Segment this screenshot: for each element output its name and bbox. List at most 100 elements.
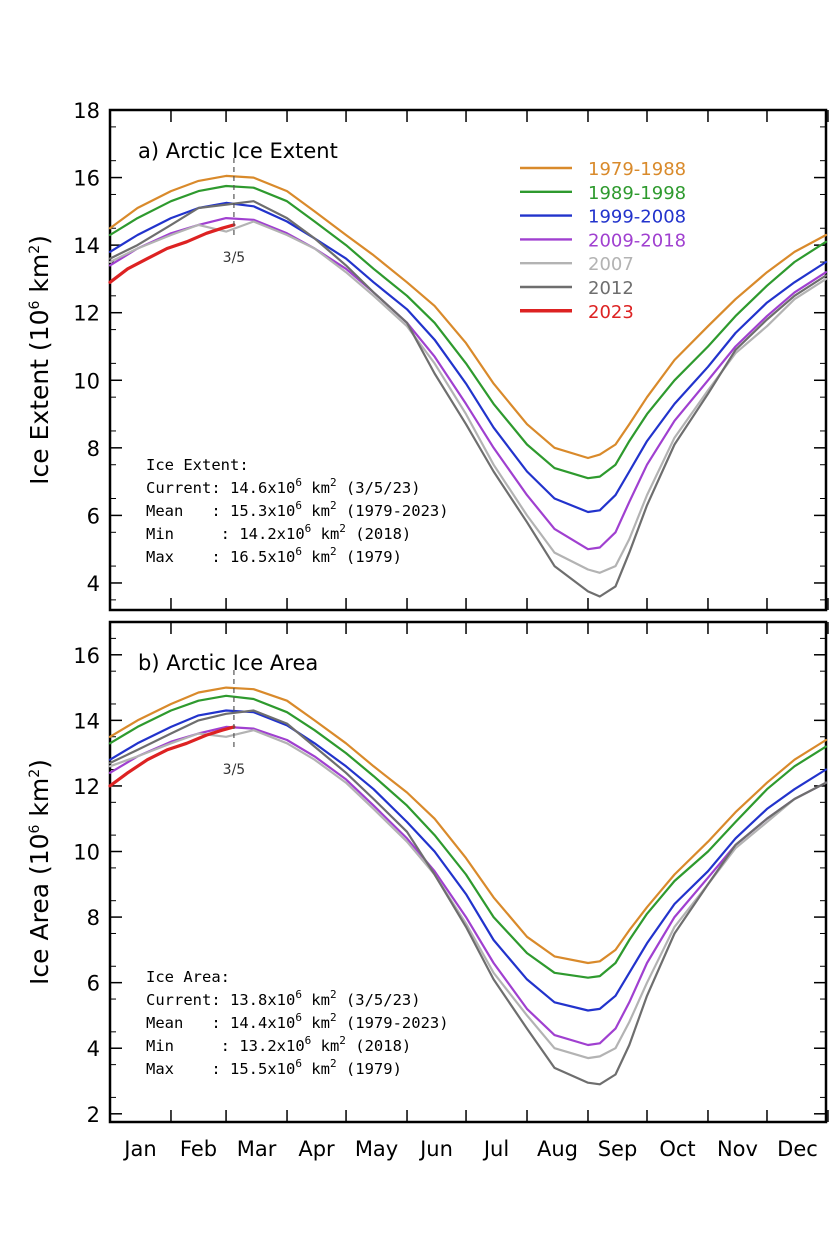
month-label-sep: Sep: [598, 1137, 638, 1161]
month-label-oct: Oct: [659, 1137, 695, 1161]
stats-value: 13.8x10: [230, 991, 295, 1009]
y-tick-label: 16: [73, 167, 100, 191]
stats-value: 13.2x10: [239, 1037, 304, 1055]
stats-exp: 6: [295, 1057, 302, 1070]
stats-note: (1979-2023): [337, 502, 449, 520]
stats-heading: Ice Extent:: [146, 456, 249, 474]
legend-label-1999-2008: 1999-2008: [588, 207, 686, 228]
legend-label-1989-1998: 1989-1998: [588, 183, 686, 204]
stats-label: Min :: [146, 525, 239, 543]
stats-exp: 6: [295, 499, 302, 512]
legend-label-2007: 2007: [588, 254, 634, 275]
stats-heading: Ice Area:: [146, 968, 230, 986]
month-label-may: May: [355, 1137, 398, 1161]
y-axis-label-extent: Ice Extent (106 km2): [25, 235, 54, 485]
stats-row: Max : 15.5x106 km2 (1979): [146, 1057, 402, 1078]
y-tick-label: 14: [73, 234, 100, 258]
series-line-2023-extent: [108, 223, 236, 284]
series-line-2023-area: [108, 725, 236, 788]
stats-row: Current: 13.8x106 km2 (3/5/23): [146, 988, 421, 1009]
stats-sq: 2: [330, 1057, 337, 1070]
legend-label-2009-2018: 2009-2018: [588, 230, 686, 251]
stats-note: (1979): [337, 548, 402, 566]
stats-sq: 2: [330, 476, 337, 489]
panel-title-extent: a) Arctic Ice Extent: [138, 139, 338, 163]
stats-label: Current:: [146, 479, 230, 497]
stats-note: (2018): [346, 525, 411, 543]
marker-label: 3/5: [223, 250, 246, 266]
y-tick-label: 10: [73, 841, 100, 865]
stats-value: 14.6x10: [230, 479, 295, 497]
x-axis-month-labels: Jan Feb Mar Apr May Jun Jul Aug Sep Oct Nov Dec: [122, 1137, 817, 1161]
stats-note: (2018): [346, 1037, 411, 1055]
series-lines-extent: [108, 174, 828, 598]
y-tick-label: 12: [73, 775, 100, 799]
date-marker-extent: 3/5: [223, 158, 246, 266]
month-label-feb: Feb: [180, 1137, 217, 1161]
stats-value: 14.4x10: [230, 1014, 295, 1032]
stats-unit: km: [302, 991, 330, 1009]
y-tick-label: 10: [73, 369, 100, 393]
stats-row: Min : 13.2x106 km2 (2018): [146, 1034, 411, 1055]
panel-title-area: b) Arctic Ice Area: [138, 651, 318, 675]
y-tick-label: 14: [73, 709, 100, 733]
series-line-1999-2008-area: [108, 709, 828, 1012]
stats-label: Max :: [146, 548, 230, 566]
plot-frame-area: [108, 620, 828, 1124]
stats-sq: 2: [330, 1011, 337, 1024]
stats-note: (3/5/23): [337, 991, 421, 1009]
y-tick-label: 8: [87, 906, 100, 930]
series-line-1979-1988-area: [108, 686, 828, 965]
series-line-2007-extent: [108, 220, 828, 574]
series-line-1979-1988-extent: [108, 174, 828, 460]
stats-label: Max :: [146, 1060, 230, 1078]
stats-label: Min :: [146, 1037, 239, 1055]
stats-box-area: Ice Area: Current: 13.8x106 km2 (3/5/23) M…: [146, 968, 449, 1078]
series-line-2012-extent: [108, 200, 828, 598]
stats-sq: 2: [339, 522, 346, 535]
stats-exp: 6: [295, 476, 302, 489]
month-label-jul: Jul: [482, 1137, 509, 1161]
legend-label-1979-1988: 1979-1988: [588, 159, 686, 180]
plot-frame-extent: [108, 108, 828, 612]
stats-sq: 2: [330, 499, 337, 512]
panel-arctic-ice-area: 2 4 6 8 10 12 14 16 Ice Area (106 km2) b) Arcti…: [25, 620, 829, 1127]
stats-value: 15.5x10: [230, 1060, 295, 1078]
y-tick-labels-area: 2 4 6 8 10 12 14 16: [73, 644, 100, 1127]
stats-note: (3/5/23): [337, 479, 421, 497]
stats-exp: 6: [295, 545, 302, 558]
y-tick-label: 6: [87, 972, 100, 996]
stats-unit: km: [302, 479, 330, 497]
series-line-2007-area: [108, 729, 828, 1060]
y-tick-label: 18: [73, 99, 100, 123]
stats-value: 14.2x10: [239, 525, 304, 543]
series-lines-area: [108, 686, 828, 1086]
stats-row: Max : 16.5x106 km2 (1979): [146, 545, 402, 566]
month-label-dec: Dec: [777, 1137, 818, 1161]
month-label-jan: Jan: [122, 1137, 156, 1161]
y-tick-label: 12: [73, 302, 100, 326]
stats-row: Mean : 15.3x106 km2 (1979-2023): [146, 499, 449, 520]
stats-exp: 6: [295, 988, 302, 1001]
stats-unit: km: [302, 1060, 330, 1078]
y-tick-label: 4: [87, 1037, 100, 1061]
stats-exp: 6: [305, 1034, 312, 1047]
y-tick-label: 6: [87, 504, 100, 528]
date-marker-area: 3/5: [223, 670, 245, 778]
stats-unit: km: [311, 525, 339, 543]
series-line-2009-2018-extent: [108, 217, 828, 551]
month-label-aug: Aug: [537, 1137, 578, 1161]
tick-marks-extent: [109, 109, 829, 610]
y-tick-label: 4: [87, 572, 100, 596]
tick-marks-area: [109, 622, 829, 1122]
stats-unit: km: [302, 502, 330, 520]
y-tick-label: 8: [87, 437, 100, 461]
month-label-mar: Mar: [237, 1137, 277, 1161]
stats-label: Mean :: [146, 502, 230, 520]
y-tick-label: 2: [87, 1103, 100, 1127]
month-label-nov: Nov: [717, 1137, 758, 1161]
stats-unit: km: [302, 1014, 330, 1032]
stats-note: (1979): [337, 1060, 402, 1078]
